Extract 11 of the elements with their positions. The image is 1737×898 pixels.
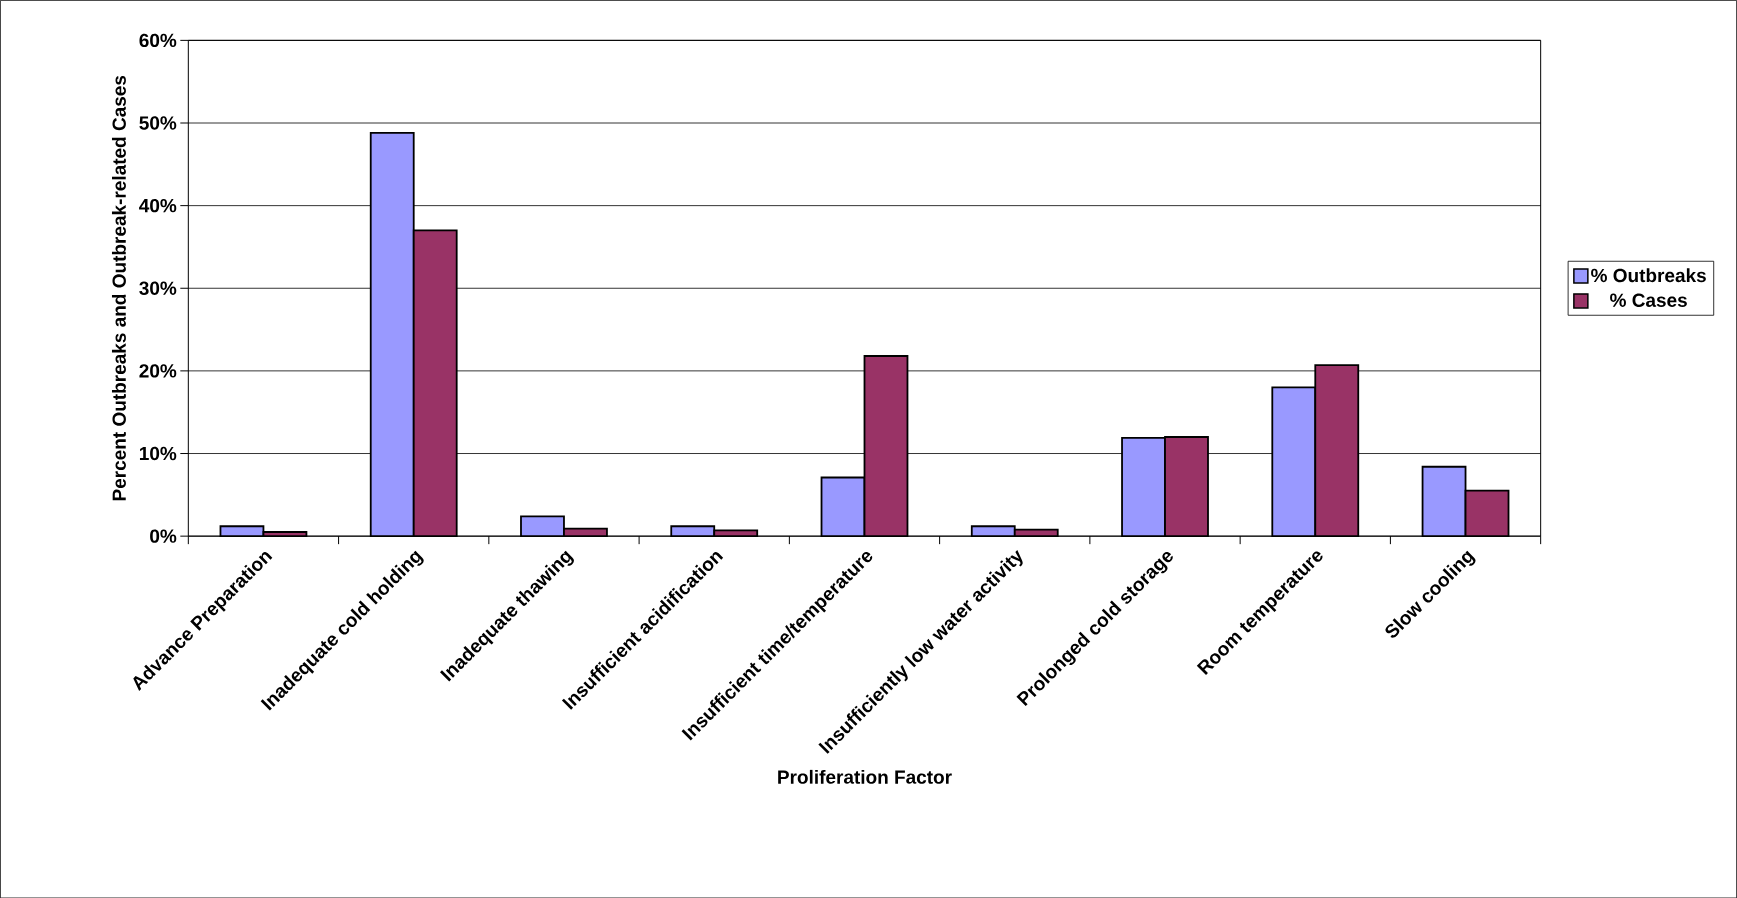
y-tick-label: 20% — [139, 363, 177, 378]
legend-label: % Outbreaks — [1591, 268, 1706, 283]
x-axis-title: Proliferation Factor — [778, 769, 952, 784]
y-axis-title: Percent Outbreaks and Outbreak-related Cases — [111, 75, 126, 501]
y-tick-label: 0% — [150, 529, 177, 543]
y-tick-label: 60% — [139, 33, 177, 47]
y-tick-label: 30% — [139, 281, 177, 295]
legend-label: % Cases — [1610, 293, 1687, 307]
y-tick-label: 10% — [139, 446, 177, 461]
y-tick-label: 40% — [139, 198, 177, 213]
y-tick-label: 50% — [139, 116, 177, 130]
